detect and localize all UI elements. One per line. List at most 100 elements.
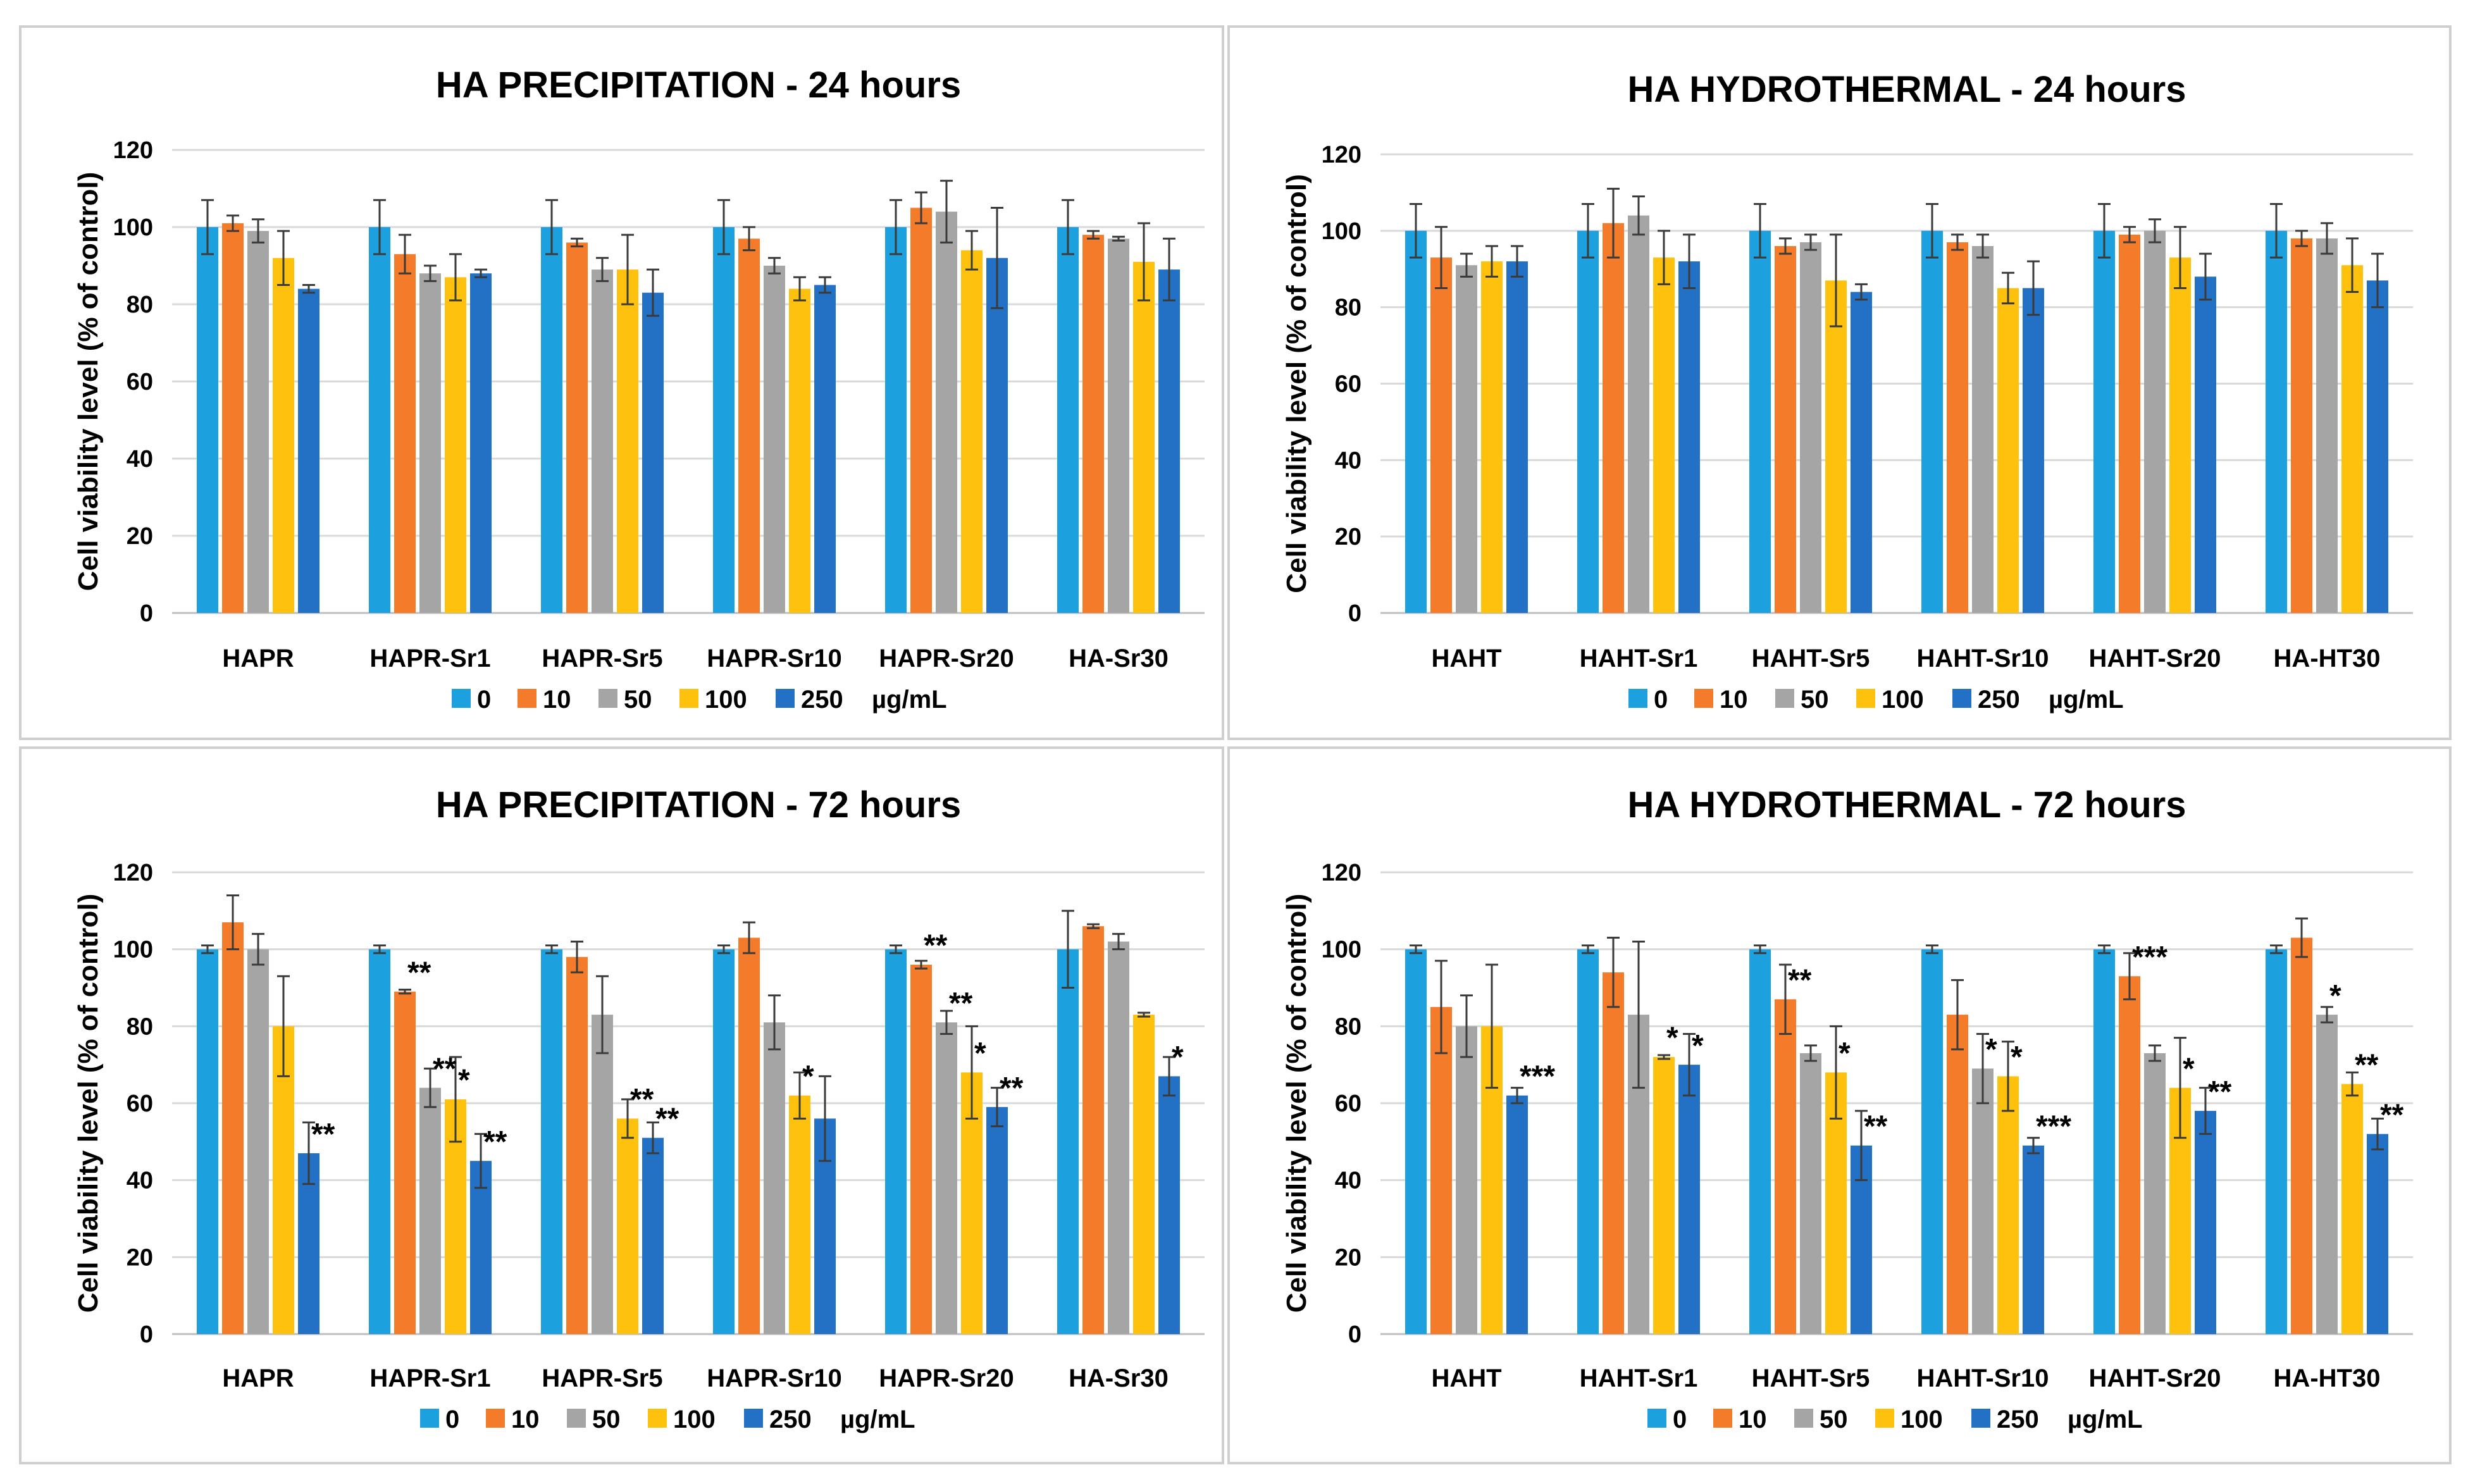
y-axis-label: Cell viability level (% of control) xyxy=(1281,174,1312,593)
legend-label: 250 xyxy=(769,1406,812,1433)
y-tick-label: 100 xyxy=(113,214,153,241)
bar-HAHT-Sr5-10 xyxy=(1775,246,1796,613)
significance-marker: ** xyxy=(924,929,948,963)
significance-marker: ** xyxy=(1864,1110,1888,1144)
x-tick-label: HA-HT30 xyxy=(2274,1364,2381,1392)
bar-HAPR-Sr10-50 xyxy=(764,266,785,613)
bar-HAHT-250 xyxy=(1506,261,1528,614)
bar-HAHT-Sr10-50 xyxy=(1972,1068,1994,1334)
bar-HAHT-100 xyxy=(1481,261,1503,614)
bar-HAPR-Sr20-50 xyxy=(936,211,957,614)
y-tick-label: 120 xyxy=(1322,860,1361,886)
legend-swatch xyxy=(598,689,617,708)
bar-HAPR-Sr5-50 xyxy=(592,1015,613,1334)
significance-marker: ** xyxy=(2380,1098,2404,1132)
bar-HAPR-Sr1-0 xyxy=(369,949,390,1334)
x-tick-label: HAHT-Sr5 xyxy=(1752,645,1870,672)
significance-marker: * xyxy=(1985,1033,1997,1067)
bar-HA-HT30-250 xyxy=(2367,1134,2388,1334)
legend-label: 100 xyxy=(673,1406,716,1433)
legend-swatch xyxy=(518,689,536,708)
legend-label: 50 xyxy=(1820,1406,1848,1433)
chart-precipitation-24h: HA PRECIPITATION - 24 hours Cell viabilit… xyxy=(73,65,1205,714)
significance-marker: * xyxy=(2183,1052,2195,1085)
chart-panel-precipitation-24h: HA PRECIPITATION - 24 hours Cell viabilit… xyxy=(19,25,1224,740)
significance-marker: *** xyxy=(1520,1060,1555,1094)
x-tick-label: HAPR-Sr1 xyxy=(369,645,490,672)
bar-HAHT-Sr20-100 xyxy=(2169,257,2191,613)
significance-marker: ** xyxy=(483,1125,507,1159)
chart-hydrothermal-72h: HA HYDROTHERMAL - 72 hours Cell viability… xyxy=(1281,784,2413,1433)
legend-swatch xyxy=(1856,689,1875,708)
bar-HA-HT30-10 xyxy=(2291,238,2312,614)
bar-HAPR-Sr20-250 xyxy=(986,1107,1008,1334)
chart-panel-hydrothermal-24h: HA HYDROTHERMAL - 24 hours Cell viability… xyxy=(1227,25,2452,740)
y-tick-label: 0 xyxy=(140,1321,153,1348)
bar-HAPR-Sr10-0 xyxy=(713,227,735,613)
y-tick-label: 0 xyxy=(1348,1321,1361,1348)
x-tick-label: HAHT-Sr5 xyxy=(1752,1364,1870,1392)
bar-HAHT-Sr10-250 xyxy=(2023,288,2044,613)
bar-HAPR-0 xyxy=(197,949,218,1334)
bar-HAPR-Sr20-0 xyxy=(885,227,907,613)
legend-swatch xyxy=(1647,1409,1666,1428)
bar-HAHT-Sr1-50 xyxy=(1628,215,1649,614)
x-tick-label: HAPR-Sr5 xyxy=(542,1364,662,1392)
y-tick-label: 60 xyxy=(1335,371,1361,398)
bar-HA-Sr30-50 xyxy=(1108,238,1129,613)
bar-HAHT-Sr10-50 xyxy=(1972,246,1994,613)
bar-HAHT-Sr10-10 xyxy=(1947,242,1968,613)
bar-HAHT-Sr5-50 xyxy=(1800,242,1821,613)
significance-marker: ** xyxy=(655,1102,679,1135)
x-tick-label: HAPR xyxy=(222,645,294,672)
chart-panel-hydrothermal-72h: HA HYDROTHERMAL - 72 hours Cell viability… xyxy=(1227,746,2452,1464)
significance-marker: ** xyxy=(1788,963,1812,997)
legend-label: 0 xyxy=(445,1406,459,1433)
bar-HAPR-Sr5-100 xyxy=(617,269,638,614)
legend-label: 250 xyxy=(1997,1406,2039,1433)
legend-swatch xyxy=(648,1409,667,1428)
bar-HAPR-Sr5-250 xyxy=(642,292,664,613)
bar-HAHT-Sr10-10 xyxy=(1947,1015,1968,1334)
y-axis-label: Cell viability level (% of control) xyxy=(1281,894,1312,1313)
bar-HA-Sr30-250 xyxy=(1158,1076,1180,1334)
legend-swatch xyxy=(1971,1409,1990,1428)
legend-unit: µg/mL xyxy=(2049,686,2124,714)
bar-HAHT-Sr20-250 xyxy=(2195,1111,2216,1334)
significance-marker: ** xyxy=(407,956,431,989)
x-tick-label: HAHT-Sr20 xyxy=(2089,645,2221,672)
legend-label: 10 xyxy=(1720,686,1748,714)
y-tick-label: 80 xyxy=(127,292,153,318)
bar-HAPR-0 xyxy=(197,227,218,613)
y-tick-label: 40 xyxy=(127,446,153,473)
x-tick-label: HAPR-Sr5 xyxy=(542,645,662,672)
bar-HAPR-100 xyxy=(273,257,294,613)
legend-label: 10 xyxy=(1739,1406,1767,1433)
bar-HAPR-Sr10-10 xyxy=(738,937,760,1334)
y-tick-label: 80 xyxy=(1335,1013,1361,1040)
y-tick-label: 20 xyxy=(1335,1244,1361,1271)
significance-marker: *** xyxy=(2132,941,2167,974)
x-tick-label: HAHT xyxy=(1431,1364,1501,1392)
legend-swatch xyxy=(1713,1409,1732,1428)
legend-swatch xyxy=(744,1409,763,1428)
bar-HA-Sr30-100 xyxy=(1133,261,1155,613)
chart-panel-precipitation-72h: HA PRECIPITATION - 72 hours Cell viabilit… xyxy=(19,746,1224,1464)
bar-HAHT-Sr1-10 xyxy=(1603,972,1624,1334)
bar-HAHT-Sr1-100 xyxy=(1653,257,1675,613)
bar-HAPR-Sr5-0 xyxy=(541,949,562,1334)
bar-HA-HT30-100 xyxy=(2341,1084,2363,1334)
bar-HAHT-Sr20-50 xyxy=(2144,1053,2166,1334)
bar-HAPR-Sr5-10 xyxy=(566,242,588,613)
bar-HAPR-10 xyxy=(222,922,244,1334)
bar-HAPR-Sr10-10 xyxy=(738,238,760,613)
chart-hydrothermal-24h: HA HYDROTHERMAL - 24 hours Cell viability… xyxy=(1281,69,2413,714)
legend-label: 50 xyxy=(592,1406,621,1433)
bar-HAPR-Sr1-50 xyxy=(419,1087,441,1334)
x-tick-label: HA-Sr30 xyxy=(1069,645,1169,672)
bar-HAPR-Sr10-100 xyxy=(789,288,810,614)
bar-HAHT-Sr20-10 xyxy=(2119,976,2140,1334)
bar-HAHT-Sr1-0 xyxy=(1577,230,1599,613)
bar-HAPR-100 xyxy=(273,1026,294,1334)
legend-label: 250 xyxy=(1978,686,2020,714)
